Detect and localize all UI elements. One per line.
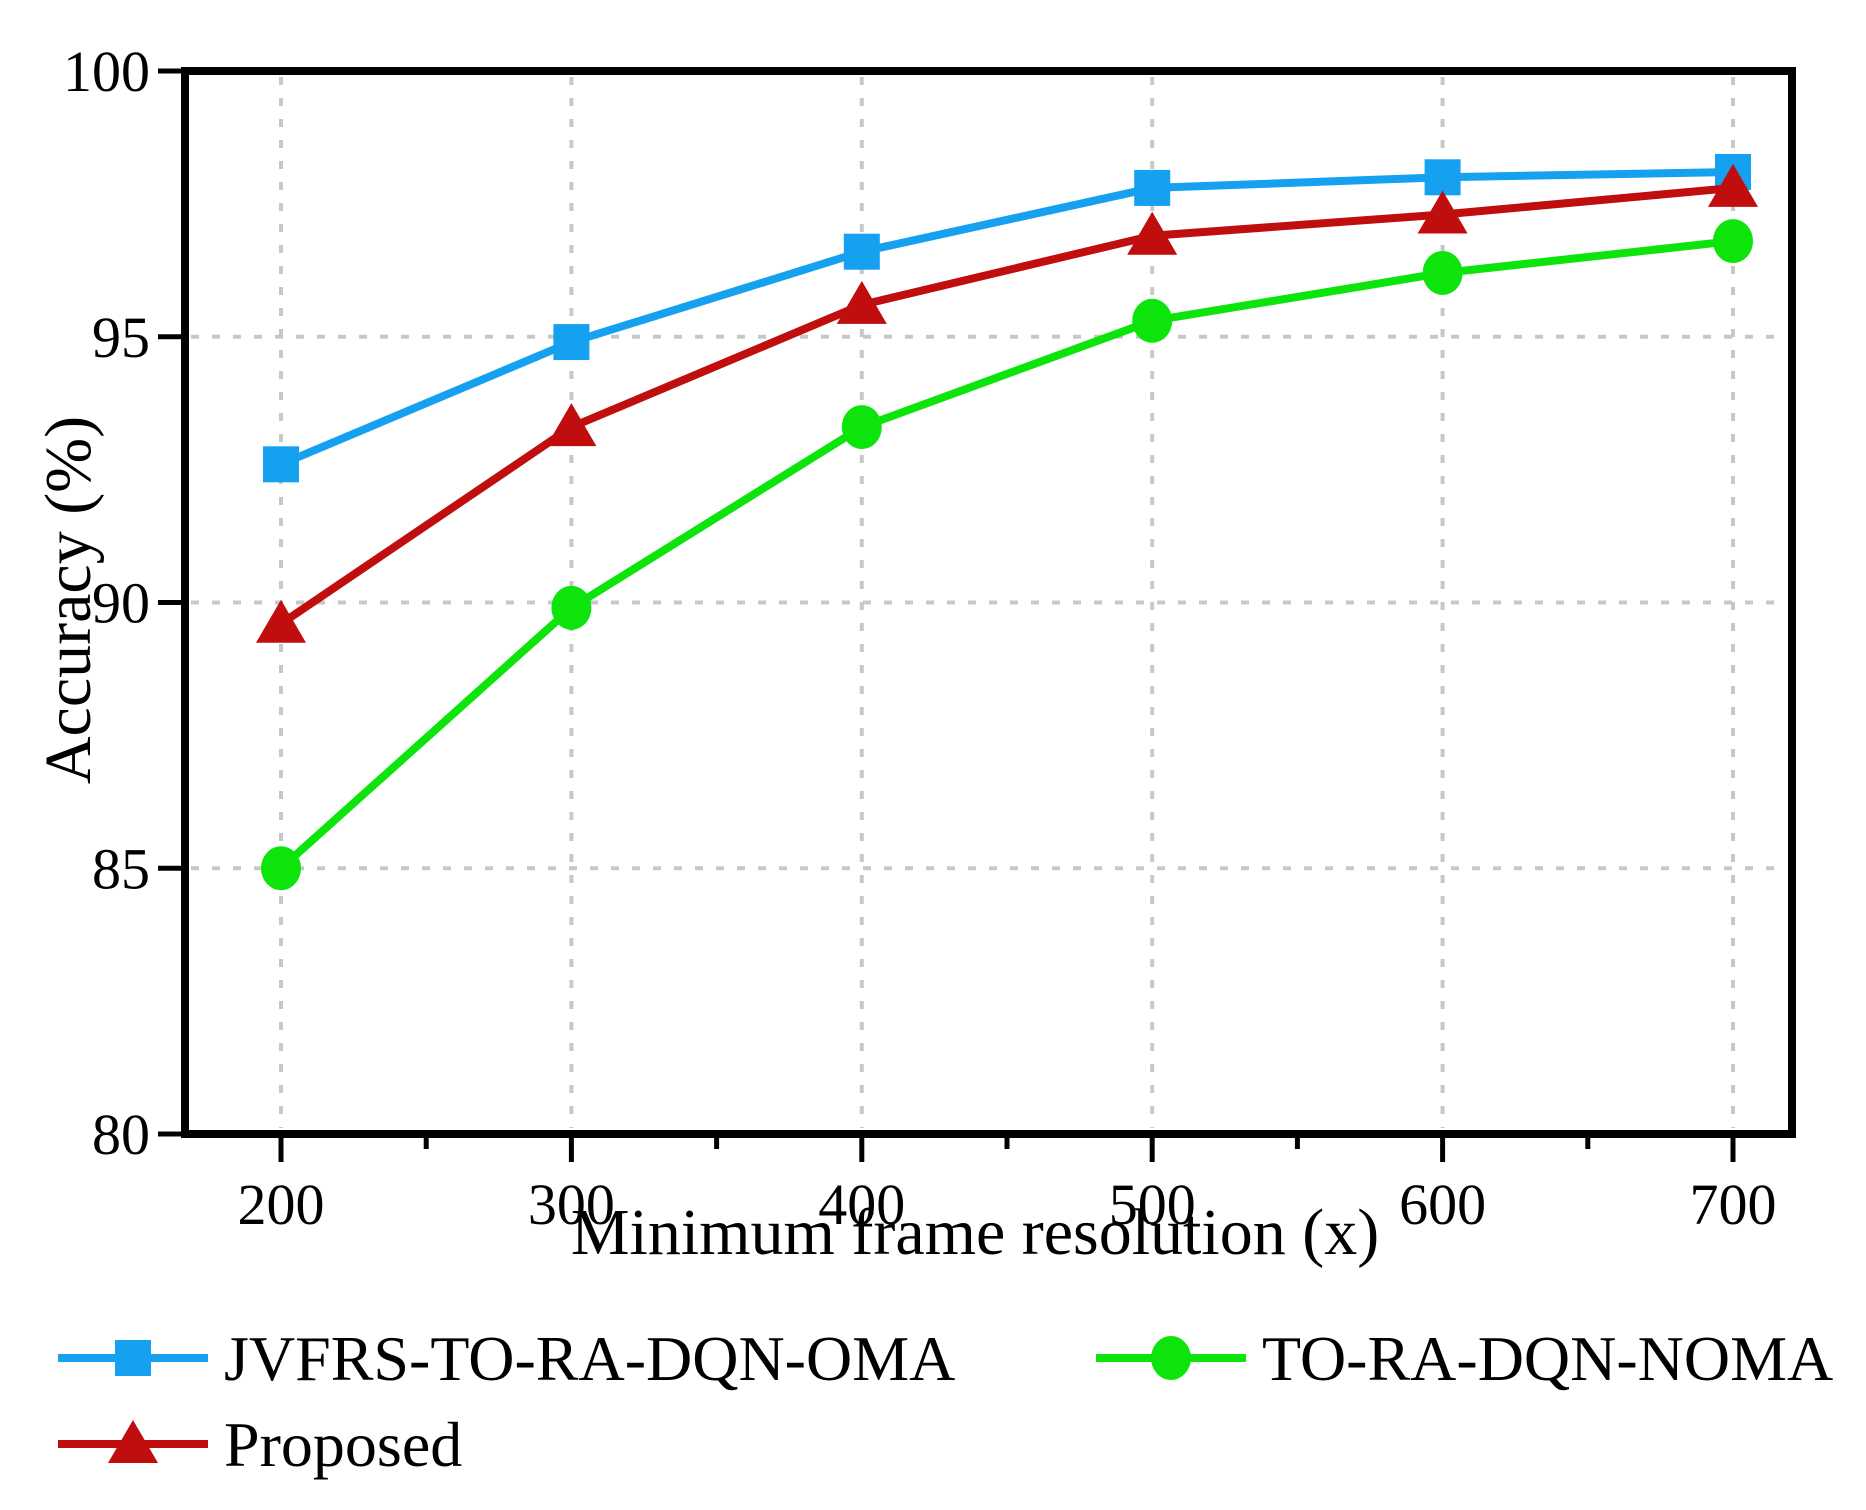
x-tick-label: 500 — [1109, 1172, 1196, 1237]
triangle-marker — [836, 280, 887, 324]
series-line — [277, 167, 1737, 469]
circle-marker — [1151, 1336, 1191, 1380]
triangle-marker — [1127, 211, 1178, 255]
x-tick-label: 400 — [818, 1172, 905, 1237]
y-axis-label: Accuracy (%) — [32, 416, 105, 784]
legend: JVFRS-TO-RA-DQN-OMA TO-RA-DQN-NOMA Propose… — [58, 1323, 1833, 1480]
triangle-marker — [546, 403, 597, 447]
series-TO-RA-DQN-NOMA — [261, 219, 1753, 891]
series-line — [277, 237, 1737, 873]
x-tick-label: 300 — [528, 1172, 615, 1237]
legend-label: Proposed — [224, 1409, 462, 1480]
y-tick-label: 90 — [92, 571, 150, 636]
circle-marker — [551, 585, 592, 630]
triangle-marker — [108, 1420, 158, 1463]
x-axis-label: Minimum frame resolution (x) — [571, 1196, 1379, 1269]
series-JVFRS-TO-RA-DQN-OMA — [263, 153, 1751, 483]
y-tick-label: 80 — [92, 1102, 150, 1167]
square-marker — [553, 324, 590, 361]
triangle-marker — [1417, 190, 1468, 234]
legend-entry-Proposed: Proposed — [58, 1409, 462, 1480]
triangle-marker — [1708, 163, 1758, 207]
square-marker — [1424, 159, 1461, 196]
x-tick-label: 700 — [1690, 1172, 1777, 1237]
square-marker — [115, 1340, 151, 1376]
data-series — [256, 153, 1758, 891]
y-tick-label: 85 — [92, 836, 150, 901]
circle-marker — [1422, 250, 1463, 295]
circle-marker — [261, 846, 301, 891]
x-tick-label: 200 — [238, 1172, 325, 1237]
circle-marker — [841, 405, 882, 450]
circle-marker — [1132, 298, 1173, 343]
square-marker — [1134, 169, 1171, 206]
series-line — [277, 183, 1737, 628]
legend-entry-TO-RA-DQN-NOMA: TO-RA-DQN-NOMA — [1096, 1323, 1833, 1394]
triangle-marker — [256, 599, 306, 643]
gridlines — [191, 77, 1786, 1128]
y-tick-label: 95 — [92, 305, 150, 370]
square-marker — [843, 233, 880, 270]
legend-label: JVFRS-TO-RA-DQN-OMA — [224, 1323, 955, 1394]
square-marker — [263, 446, 299, 483]
series-Proposed — [256, 163, 1758, 643]
legend-label: TO-RA-DQN-NOMA — [1262, 1323, 1833, 1394]
y-tick-label: 100 — [63, 39, 150, 104]
axis-ticks — [158, 68, 1736, 1162]
circle-marker — [1713, 219, 1753, 264]
legend-entry-JVFRS-TO-RA-DQN-OMA: JVFRS-TO-RA-DQN-OMA — [58, 1323, 955, 1394]
tick-labels: 200 300 400 500 600 700 80 85 90 95 100 — [63, 39, 1777, 1237]
x-tick-label: 600 — [1399, 1172, 1486, 1237]
